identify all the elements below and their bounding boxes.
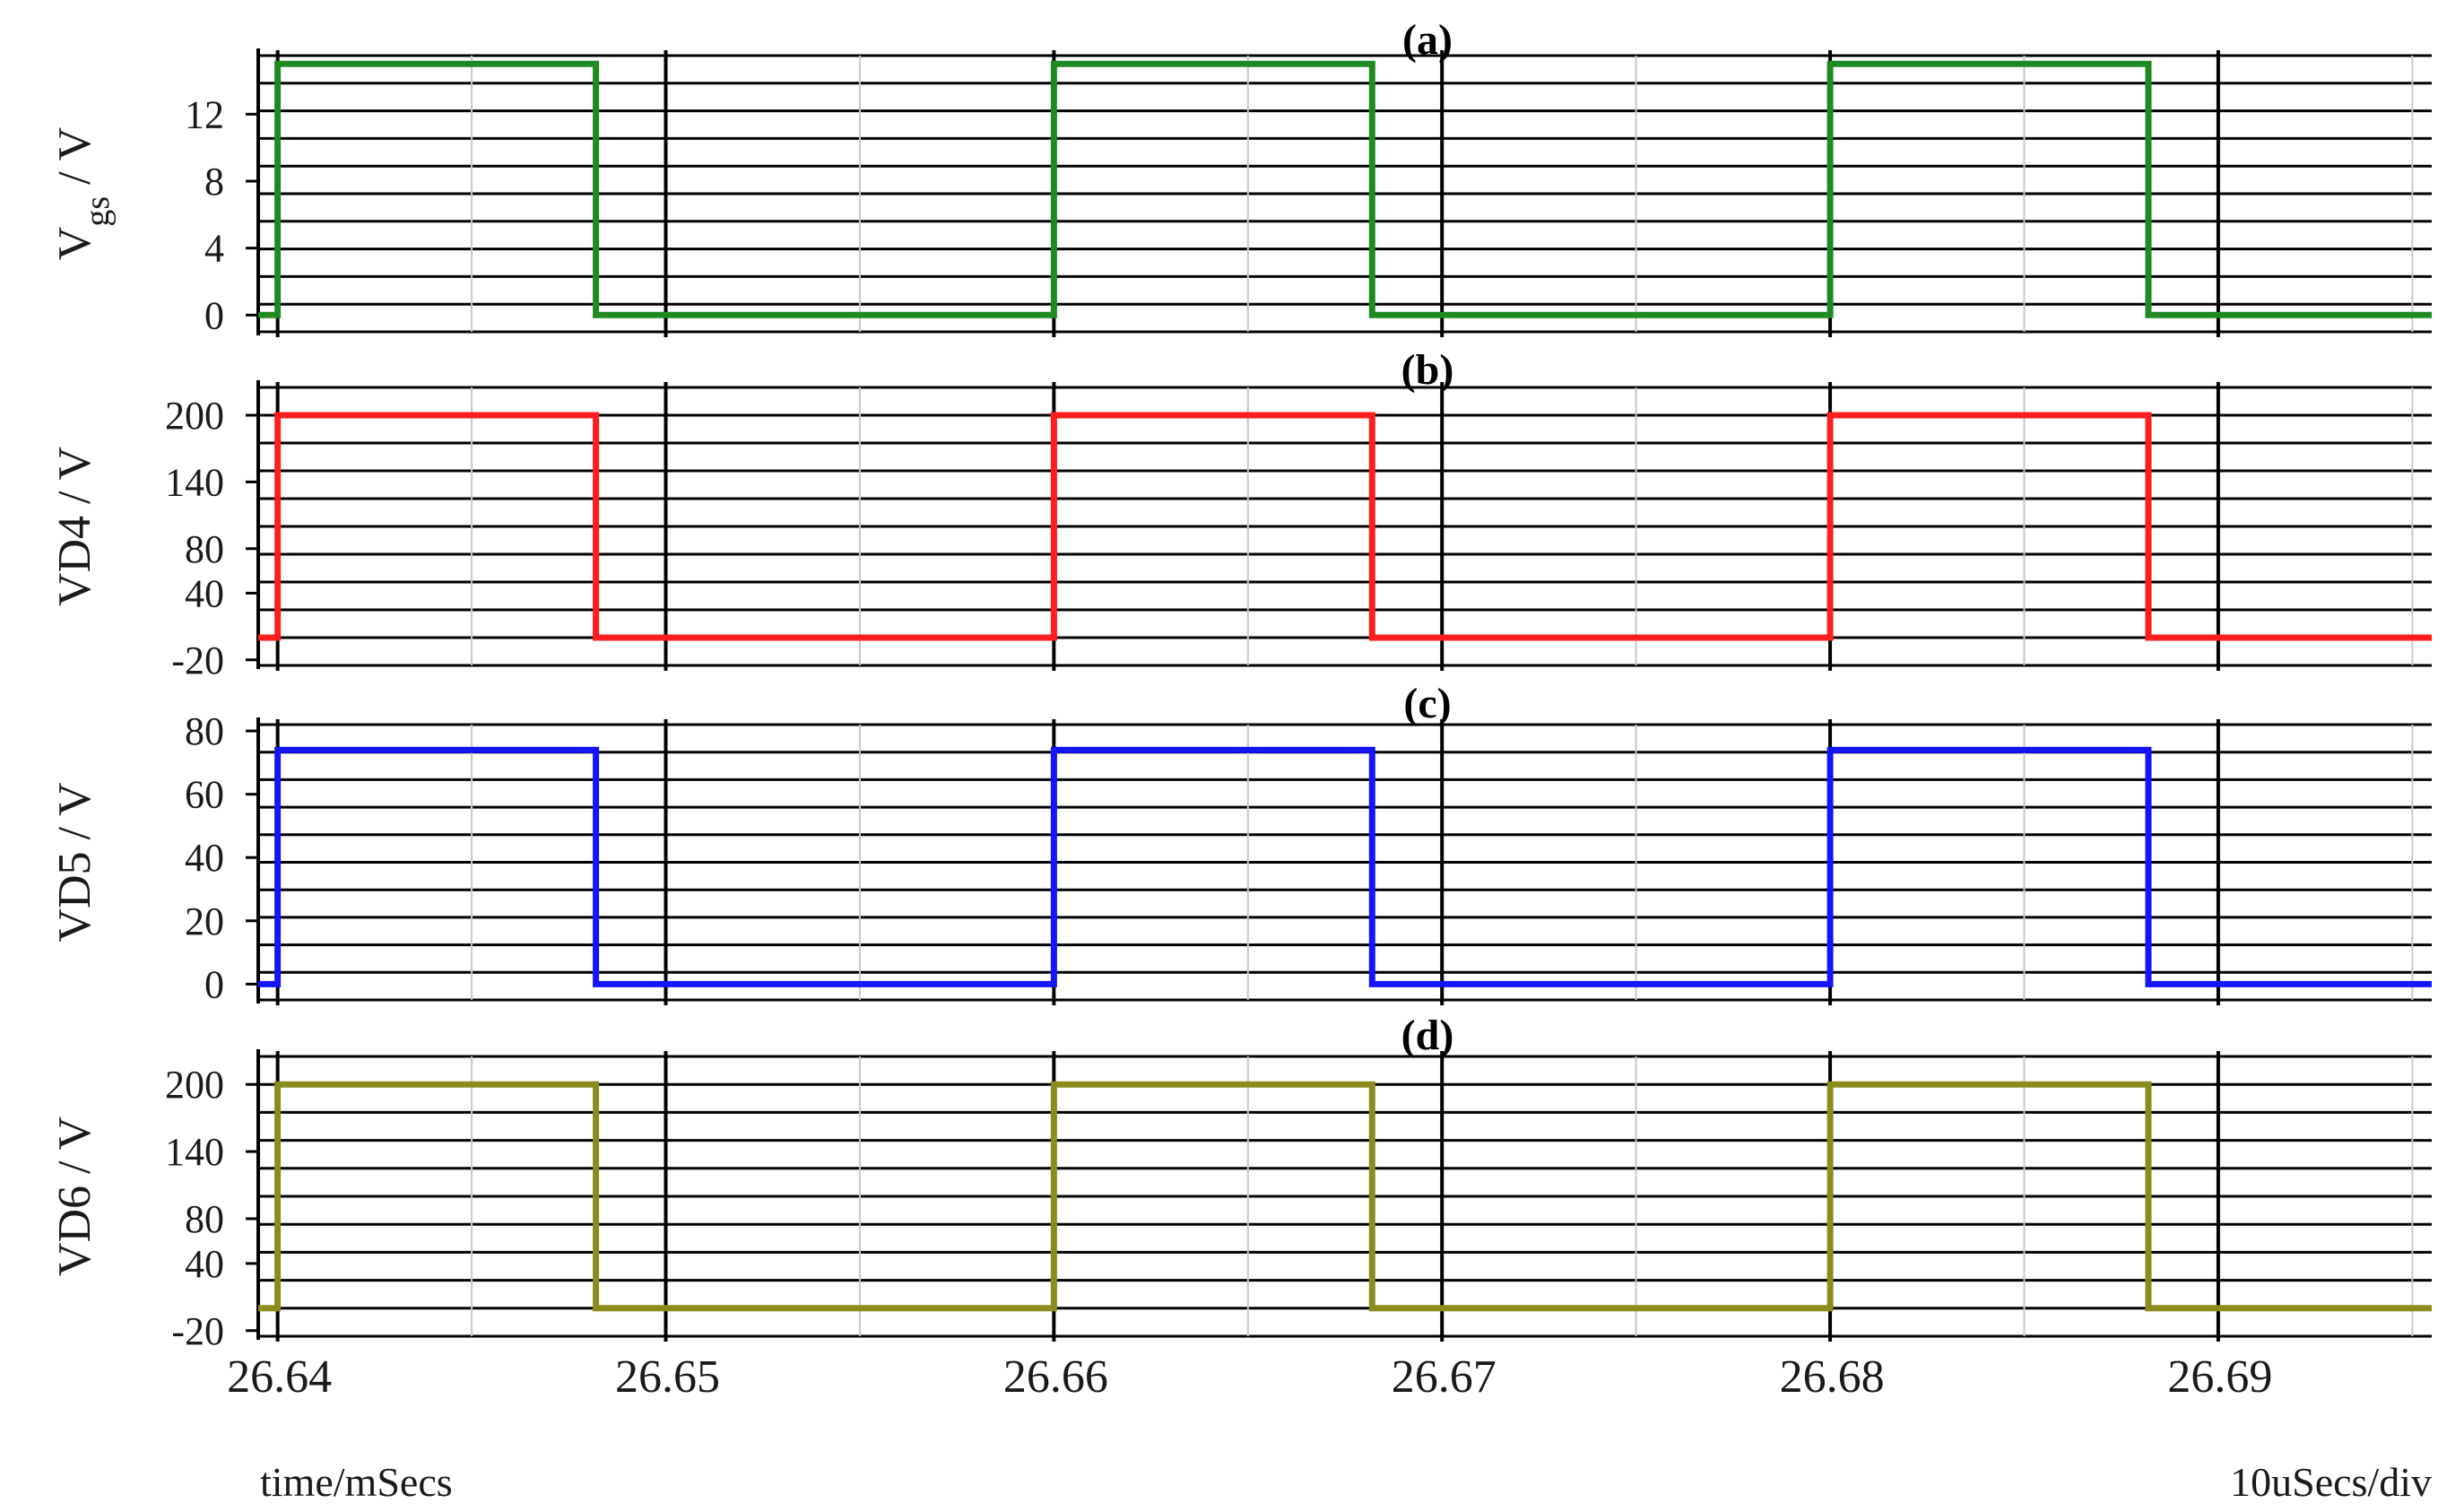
series-line bbox=[258, 746, 2432, 987]
panel-title: (d) bbox=[1401, 1012, 1454, 1059]
y-tick-label: 40 bbox=[185, 836, 224, 880]
panel-1: 0 4 8 12 Vgs / V (a) bbox=[49, 16, 2432, 337]
y-tick-label: 80 bbox=[185, 1197, 224, 1241]
y-tick-label: 200 bbox=[165, 394, 224, 438]
y-tick-label: 8 bbox=[204, 160, 224, 204]
x-tick-label: 26.64 bbox=[227, 1351, 332, 1403]
y-tick-label: 0 bbox=[204, 293, 224, 337]
y-axis-label: VD6 / V bbox=[49, 1117, 100, 1276]
y-tick-label: 0 bbox=[204, 962, 224, 1006]
x-tick-label: 26.67 bbox=[1392, 1351, 1497, 1403]
y-tick-label: 80 bbox=[185, 709, 224, 753]
y-tick-label: 40 bbox=[185, 571, 224, 615]
y-axis-label: Vgs / V bbox=[49, 127, 117, 260]
y-tick-label: 4 bbox=[204, 227, 224, 271]
y-axis-label: VD5 / V bbox=[49, 782, 100, 942]
y-tick-label: 80 bbox=[185, 527, 224, 571]
y-tick-label: -20 bbox=[171, 639, 224, 682]
y-tick-label: -20 bbox=[171, 1309, 224, 1353]
x-tick-label: 26.68 bbox=[1780, 1351, 1885, 1403]
series-line bbox=[258, 412, 2432, 641]
panel-title: (a) bbox=[1402, 16, 1453, 64]
y-tick-label: 60 bbox=[185, 773, 224, 817]
x-tick-label: 26.66 bbox=[1003, 1351, 1108, 1403]
x-tick-label: 26.69 bbox=[2167, 1351, 2272, 1403]
panel-title: (c) bbox=[1403, 680, 1451, 727]
series-line bbox=[258, 60, 2432, 318]
y-tick-label: 140 bbox=[165, 1130, 224, 1174]
y-axis-label: VD4 / V bbox=[49, 447, 100, 606]
y-tick-label: 40 bbox=[185, 1242, 224, 1286]
panel-3: 0 20 40 60 80 VD5 / V (c) bbox=[49, 680, 2432, 1006]
panel-title: (b) bbox=[1401, 346, 1454, 394]
x-tick-label: 26.65 bbox=[615, 1351, 720, 1403]
series-line bbox=[258, 1081, 2432, 1312]
y-tick-label: 12 bbox=[185, 92, 224, 136]
y-tick-label: 200 bbox=[165, 1063, 224, 1107]
time-scale-label: 10uSecs/div bbox=[2230, 1459, 2432, 1505]
x-axis-label: time/mSecs bbox=[260, 1459, 453, 1505]
y-tick-label: 140 bbox=[165, 460, 224, 504]
y-tick-label: 20 bbox=[185, 899, 224, 943]
